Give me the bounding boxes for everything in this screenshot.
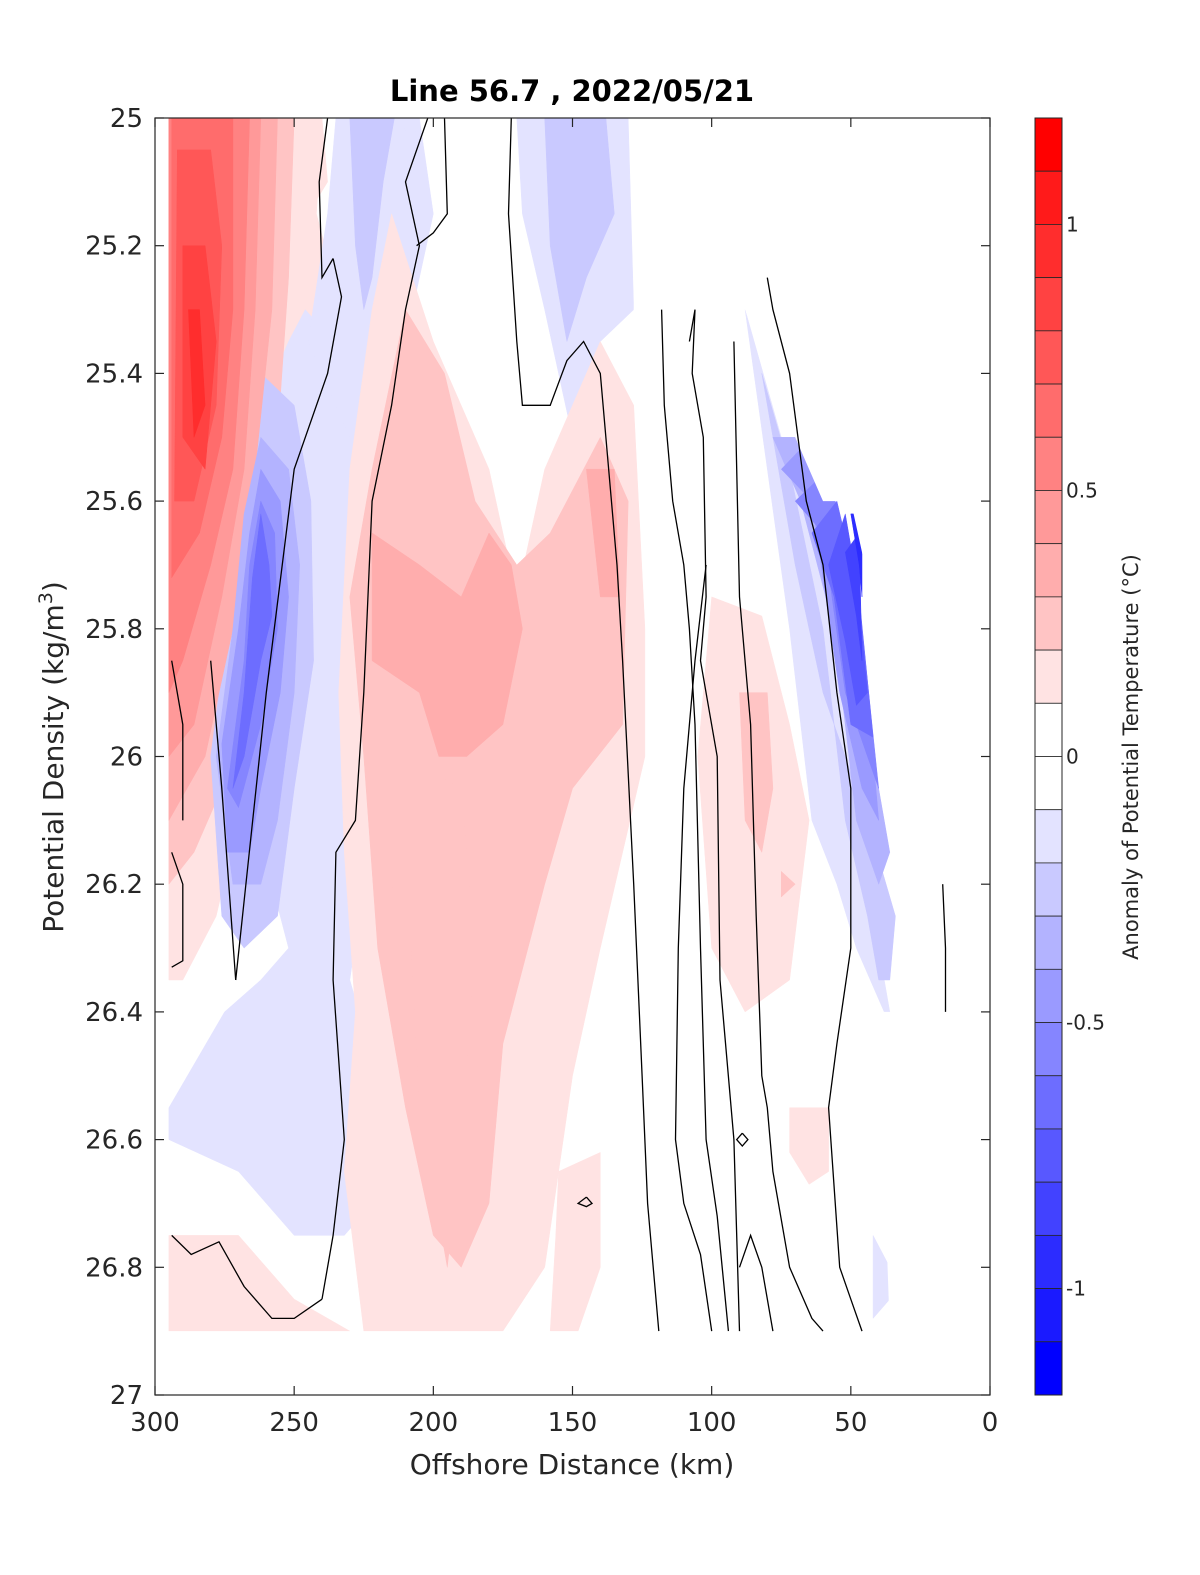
zero-contour-line bbox=[507, 118, 660, 1332]
no-data-mask bbox=[155, 118, 990, 1395]
small-contour-loop bbox=[735, 1132, 749, 1147]
no-data-area bbox=[155, 1331, 990, 1395]
no-data-area bbox=[633, 118, 990, 1012]
colorbar-band bbox=[1034, 277, 1063, 332]
zero-contour-line bbox=[660, 309, 730, 1332]
zero-contour-line bbox=[766, 277, 863, 1332]
x-tick-label: 300 bbox=[130, 1408, 180, 1438]
zero-contour-line bbox=[733, 341, 824, 1332]
zero-contour-lines bbox=[171, 118, 947, 1332]
y-axis-label-superscript: 3 bbox=[35, 592, 57, 604]
colorbar: 1 0.5 0 -0.5 -1 bbox=[1034, 117, 1105, 1396]
zero-contour-line bbox=[210, 660, 237, 981]
colorbar-band bbox=[1034, 1075, 1063, 1130]
colorbar-band bbox=[1034, 1022, 1063, 1077]
colorbar-band bbox=[1034, 756, 1063, 811]
colorbar-band bbox=[1034, 1181, 1063, 1236]
colorbar-band bbox=[1034, 330, 1063, 385]
zero-contour-line bbox=[416, 118, 448, 247]
y-tick-label: 25.8 bbox=[85, 615, 143, 645]
colorbar-band bbox=[1034, 117, 1063, 172]
contour-region bbox=[391, 756, 476, 1268]
colorbar-frame bbox=[1034, 117, 1063, 1396]
y-tick-label: 26.4 bbox=[85, 998, 143, 1028]
zero-contour-line bbox=[321, 118, 429, 1300]
colorbar-label: Anomaly of Potential Temperature (°C) bbox=[1119, 554, 1143, 960]
y-tick-label: 25.6 bbox=[85, 487, 143, 517]
y-tick-label: 27 bbox=[110, 1381, 143, 1411]
zero-contour-line bbox=[942, 884, 947, 1012]
contour-region bbox=[399, 118, 417, 151]
x-tick-label: 250 bbox=[269, 1408, 319, 1438]
colorbar-band bbox=[1034, 968, 1063, 1023]
contour-region bbox=[781, 871, 796, 898]
y-tick-label: 25.2 bbox=[85, 232, 143, 262]
zero-contour-line bbox=[171, 1234, 323, 1320]
y-tick-label: 26.8 bbox=[85, 1253, 143, 1283]
x-axis-label: Offshore Distance (km) bbox=[410, 1448, 735, 1481]
contour-region bbox=[188, 309, 206, 438]
x-tick-label: 150 bbox=[548, 1408, 598, 1438]
small-contour-loop bbox=[576, 1196, 594, 1208]
colorbar-band bbox=[1034, 436, 1063, 491]
contour-region bbox=[845, 532, 863, 661]
contour-region bbox=[739, 692, 774, 853]
no-data-area bbox=[878, 1011, 990, 1332]
y-tick-label: 25.4 bbox=[85, 359, 143, 389]
contour-region bbox=[168, 1235, 351, 1332]
contour-region bbox=[371, 532, 523, 757]
zero-contour-line bbox=[171, 660, 184, 821]
filled-contour-regions bbox=[168, 118, 913, 1332]
y-axis-label: Potential Density (kg/m3) bbox=[35, 581, 70, 933]
y-tick-label: 25 bbox=[110, 104, 143, 134]
colorbar-band bbox=[1034, 649, 1063, 704]
colorbar-tick-label: 1 bbox=[1066, 212, 1079, 236]
y-tick-label: 26 bbox=[110, 743, 143, 773]
x-tick-label: 0 bbox=[982, 1408, 999, 1438]
zero-contour-line bbox=[318, 118, 334, 280]
colorbar-band bbox=[1034, 1128, 1063, 1183]
y-tick-label: 26.6 bbox=[85, 1126, 143, 1156]
zero-contour-line bbox=[674, 564, 713, 1332]
colorbar-band bbox=[1034, 862, 1063, 917]
x-tick-label: 100 bbox=[687, 1408, 737, 1438]
colorbar-band bbox=[1034, 383, 1063, 438]
zero-contour-line bbox=[688, 309, 741, 1332]
zero-contour-line bbox=[171, 852, 184, 968]
colorbar-band bbox=[1034, 1234, 1063, 1289]
zero-contour-line bbox=[235, 258, 343, 981]
colorbar-band bbox=[1034, 702, 1063, 757]
colorbar-band bbox=[1034, 490, 1063, 545]
colorbar-band bbox=[1034, 543, 1063, 598]
colorbar-band bbox=[1034, 596, 1063, 651]
colorbar-band bbox=[1034, 224, 1063, 279]
x-tick-label: 50 bbox=[834, 1408, 867, 1438]
colorbar-band bbox=[1034, 170, 1063, 225]
colorbar-tick-label: 0 bbox=[1066, 745, 1079, 769]
zero-contour-line bbox=[738, 1233, 774, 1332]
y-axis-label-suffix: ) bbox=[37, 581, 70, 592]
axes: 300 250 200 150 100 50 0 25 25.2 25.4 25.6 25.8 26 26… bbox=[85, 104, 998, 1438]
colorbar-tick-label: 0.5 bbox=[1066, 478, 1098, 502]
y-axis-label-main: Potential Density (kg/m bbox=[37, 604, 70, 933]
colorbar-band bbox=[1034, 915, 1063, 970]
contour-region bbox=[544, 118, 615, 342]
colorbar-band bbox=[1034, 1341, 1063, 1396]
contour-region bbox=[789, 1107, 829, 1185]
x-tick-label: 200 bbox=[409, 1408, 459, 1438]
colorbar-tick-label: -0.5 bbox=[1066, 1011, 1105, 1035]
chart-title: Line 56.7 , 2022/05/21 bbox=[390, 74, 754, 108]
contour-region bbox=[828, 513, 868, 706]
colorbar-band bbox=[1034, 809, 1063, 864]
contour-region bbox=[232, 513, 273, 789]
plot-area bbox=[155, 118, 990, 1395]
contour-region bbox=[349, 118, 395, 310]
colorbar-tick-label: -1 bbox=[1066, 1277, 1086, 1301]
colorbar-band bbox=[1034, 1288, 1063, 1343]
y-tick-label: 26.2 bbox=[85, 870, 143, 900]
